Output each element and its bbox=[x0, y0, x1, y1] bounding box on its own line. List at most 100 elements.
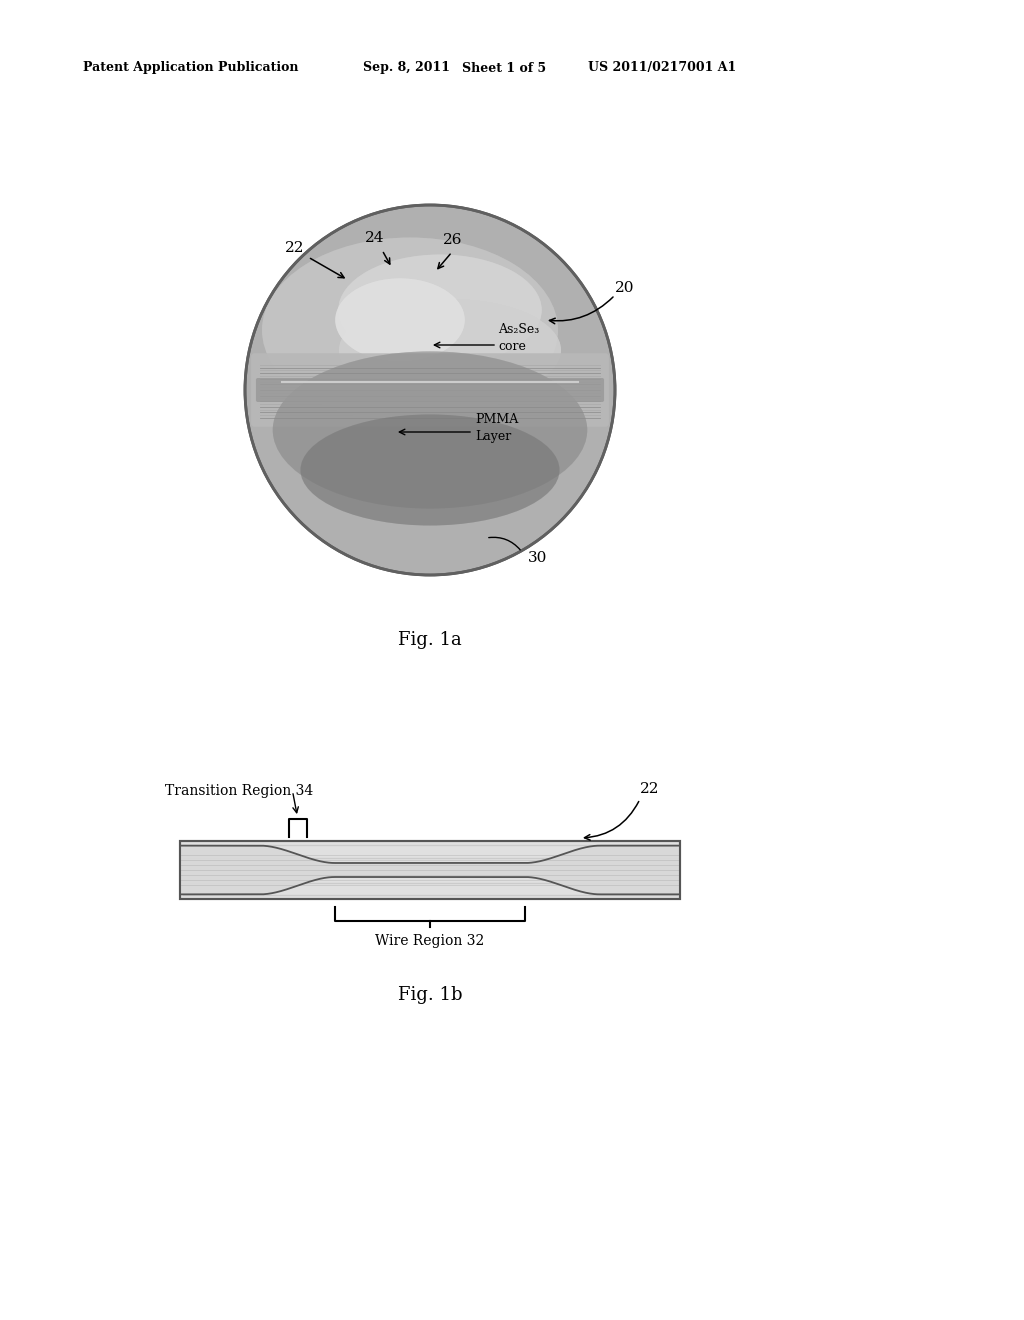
Wedge shape bbox=[521, 399, 983, 486]
FancyBboxPatch shape bbox=[256, 378, 604, 403]
Ellipse shape bbox=[272, 351, 587, 508]
Wedge shape bbox=[469, 0, 708, 310]
Ellipse shape bbox=[300, 414, 559, 525]
Ellipse shape bbox=[339, 300, 561, 401]
Wedge shape bbox=[476, 466, 749, 871]
Wedge shape bbox=[521, 293, 983, 381]
Wedge shape bbox=[438, 0, 526, 298]
Ellipse shape bbox=[272, 351, 587, 508]
Wedge shape bbox=[522, 389, 985, 438]
Wedge shape bbox=[0, 389, 338, 438]
Wedge shape bbox=[0, 156, 346, 358]
Wedge shape bbox=[446, 479, 573, 937]
Text: US 2011/0217001 A1: US 2011/0217001 A1 bbox=[588, 62, 736, 74]
Ellipse shape bbox=[339, 300, 561, 401]
Wedge shape bbox=[112, 466, 384, 871]
Wedge shape bbox=[0, 407, 341, 533]
Wedge shape bbox=[334, 0, 422, 298]
Text: Patent Application Publication: Patent Application Publication bbox=[83, 62, 299, 74]
Wedge shape bbox=[517, 414, 966, 579]
Wedge shape bbox=[0, 429, 350, 668]
FancyBboxPatch shape bbox=[251, 354, 608, 426]
Wedge shape bbox=[287, 0, 414, 301]
Wedge shape bbox=[334, 480, 422, 942]
Ellipse shape bbox=[262, 238, 558, 422]
Wedge shape bbox=[430, 482, 478, 945]
Wedge shape bbox=[0, 71, 354, 343]
Wedge shape bbox=[462, 0, 665, 306]
Text: 24: 24 bbox=[366, 231, 385, 246]
Wedge shape bbox=[74, 461, 377, 845]
Wedge shape bbox=[0, 342, 338, 389]
Wedge shape bbox=[0, 436, 354, 709]
Wedge shape bbox=[454, 477, 620, 927]
Wedge shape bbox=[522, 342, 985, 389]
Text: PMMA
Layer: PMMA Layer bbox=[475, 413, 518, 444]
Text: Wire Region 32: Wire Region 32 bbox=[376, 935, 484, 948]
Wedge shape bbox=[196, 0, 398, 306]
Wedge shape bbox=[519, 407, 977, 533]
Wedge shape bbox=[438, 480, 526, 942]
Text: Fig. 1b: Fig. 1b bbox=[397, 986, 462, 1005]
Text: Fig. 1a: Fig. 1a bbox=[398, 631, 462, 649]
Wedge shape bbox=[501, 444, 885, 747]
Wedge shape bbox=[446, 0, 573, 301]
Ellipse shape bbox=[300, 414, 559, 525]
Wedge shape bbox=[496, 449, 855, 783]
Wedge shape bbox=[483, 461, 786, 845]
Wedge shape bbox=[510, 429, 933, 668]
Wedge shape bbox=[382, 482, 430, 945]
Wedge shape bbox=[476, 0, 749, 314]
Wedge shape bbox=[519, 247, 977, 374]
Text: Sep. 8, 2011: Sep. 8, 2011 bbox=[362, 62, 450, 74]
Ellipse shape bbox=[262, 238, 558, 422]
Wedge shape bbox=[153, 470, 391, 894]
Text: 26: 26 bbox=[443, 234, 463, 247]
Ellipse shape bbox=[338, 255, 542, 366]
Wedge shape bbox=[112, 0, 384, 314]
Ellipse shape bbox=[335, 279, 465, 362]
Circle shape bbox=[245, 205, 615, 576]
Wedge shape bbox=[514, 156, 951, 358]
Wedge shape bbox=[287, 479, 414, 937]
Text: 22: 22 bbox=[286, 242, 305, 255]
FancyBboxPatch shape bbox=[180, 841, 680, 899]
Wedge shape bbox=[454, 0, 620, 304]
Wedge shape bbox=[0, 33, 359, 337]
Wedge shape bbox=[430, 0, 478, 298]
Ellipse shape bbox=[335, 279, 465, 362]
Wedge shape bbox=[5, 449, 365, 783]
Wedge shape bbox=[38, 455, 371, 816]
Text: Transition Region 34: Transition Region 34 bbox=[165, 784, 313, 799]
Wedge shape bbox=[0, 201, 343, 366]
Wedge shape bbox=[0, 247, 341, 374]
Wedge shape bbox=[469, 470, 708, 894]
Wedge shape bbox=[0, 112, 350, 351]
Wedge shape bbox=[0, 399, 339, 486]
FancyBboxPatch shape bbox=[251, 354, 608, 426]
Wedge shape bbox=[462, 474, 665, 912]
Wedge shape bbox=[153, 0, 391, 310]
Wedge shape bbox=[38, 0, 371, 325]
Wedge shape bbox=[5, 0, 365, 330]
Text: As₂Se₃
core: As₂Se₃ core bbox=[498, 323, 540, 352]
Text: 30: 30 bbox=[528, 550, 548, 565]
Text: Sheet 1 of 5: Sheet 1 of 5 bbox=[462, 62, 546, 74]
Wedge shape bbox=[506, 71, 910, 343]
Text: 20: 20 bbox=[615, 281, 635, 294]
Wedge shape bbox=[0, 414, 343, 579]
Circle shape bbox=[245, 205, 615, 576]
Wedge shape bbox=[514, 421, 951, 624]
Wedge shape bbox=[510, 112, 933, 351]
Wedge shape bbox=[501, 33, 885, 337]
Text: 22: 22 bbox=[640, 781, 659, 796]
Wedge shape bbox=[241, 477, 407, 927]
Wedge shape bbox=[489, 0, 822, 325]
Wedge shape bbox=[483, 0, 786, 319]
Wedge shape bbox=[496, 0, 855, 330]
Wedge shape bbox=[0, 421, 346, 624]
Wedge shape bbox=[241, 0, 407, 304]
Ellipse shape bbox=[338, 255, 542, 366]
FancyBboxPatch shape bbox=[256, 378, 604, 403]
Wedge shape bbox=[489, 455, 822, 816]
